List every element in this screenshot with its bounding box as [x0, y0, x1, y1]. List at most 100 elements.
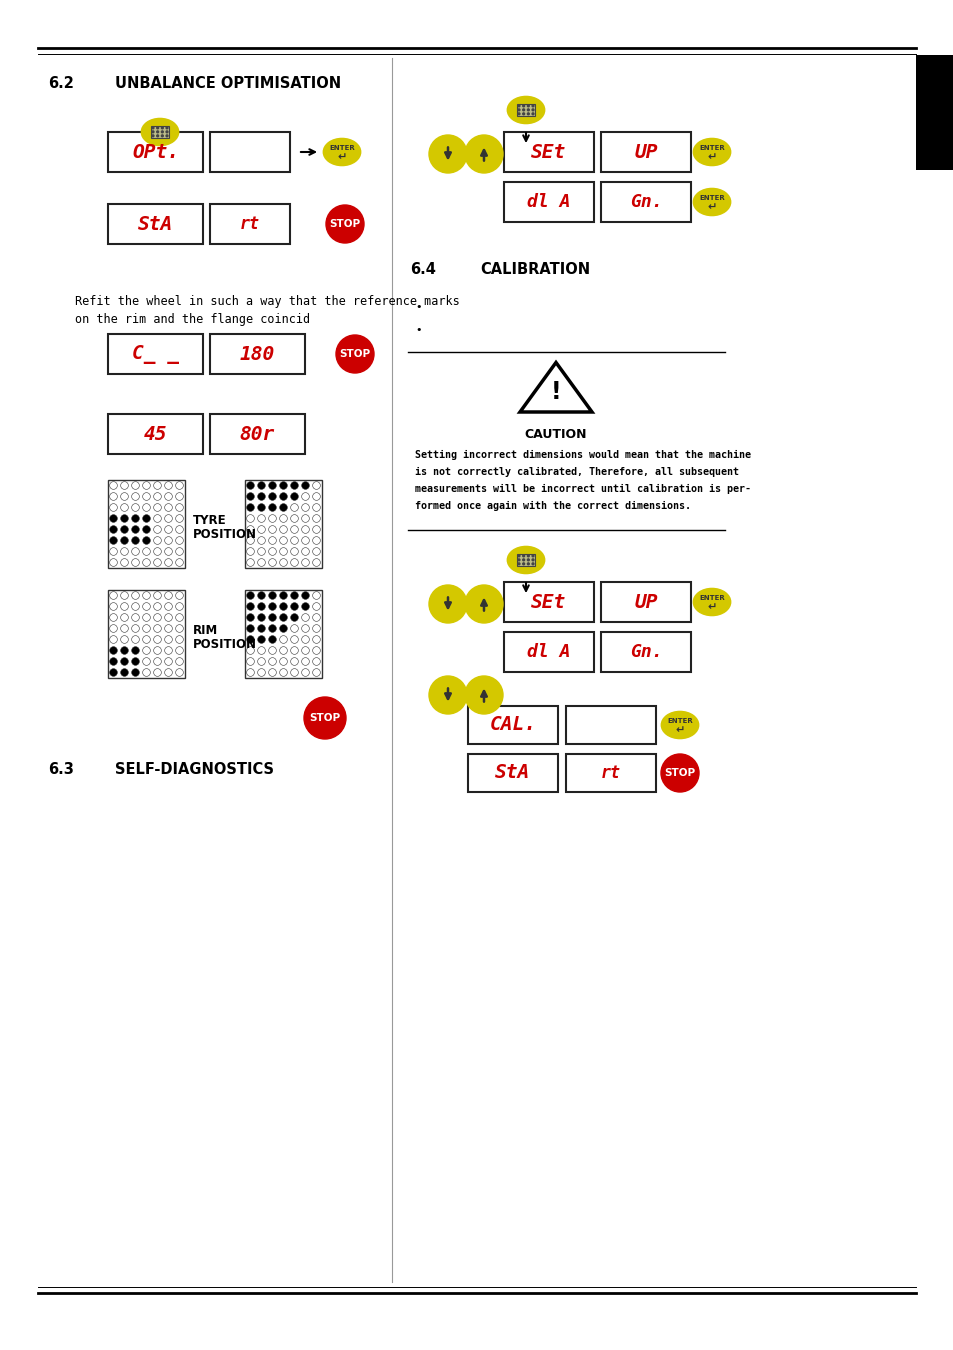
Circle shape	[165, 625, 172, 632]
Circle shape	[132, 625, 139, 632]
Text: SELF-DIAGNOSTICS: SELF-DIAGNOSTICS	[115, 763, 274, 778]
Circle shape	[152, 127, 153, 128]
Circle shape	[110, 514, 117, 522]
Text: CALIBRATION: CALIBRATION	[479, 262, 590, 278]
Circle shape	[279, 625, 287, 632]
FancyBboxPatch shape	[915, 55, 953, 170]
Circle shape	[291, 537, 298, 544]
Circle shape	[301, 559, 309, 567]
Circle shape	[143, 668, 151, 676]
Circle shape	[517, 555, 519, 556]
Circle shape	[291, 482, 298, 489]
FancyBboxPatch shape	[108, 204, 203, 244]
Circle shape	[143, 647, 151, 655]
Circle shape	[153, 559, 161, 567]
Circle shape	[110, 504, 117, 512]
Ellipse shape	[660, 711, 698, 738]
Circle shape	[257, 537, 265, 544]
Ellipse shape	[693, 589, 730, 616]
Circle shape	[247, 602, 254, 610]
FancyBboxPatch shape	[503, 132, 594, 171]
Text: OPt.: OPt.	[132, 143, 179, 162]
Circle shape	[110, 525, 117, 533]
FancyBboxPatch shape	[108, 481, 185, 568]
Circle shape	[335, 335, 374, 373]
Circle shape	[132, 636, 139, 644]
Circle shape	[247, 614, 254, 621]
Circle shape	[269, 614, 276, 621]
Circle shape	[527, 109, 529, 111]
Text: POSITION: POSITION	[193, 528, 256, 540]
Circle shape	[153, 537, 161, 544]
Circle shape	[120, 657, 129, 666]
Circle shape	[269, 559, 276, 567]
Circle shape	[247, 482, 254, 489]
Circle shape	[175, 525, 183, 533]
Circle shape	[291, 636, 298, 644]
Circle shape	[257, 657, 265, 666]
Text: 6.2: 6.2	[48, 77, 73, 92]
Circle shape	[279, 668, 287, 676]
Circle shape	[291, 668, 298, 676]
Circle shape	[269, 514, 276, 522]
Circle shape	[132, 482, 139, 489]
Circle shape	[247, 657, 254, 666]
Circle shape	[110, 657, 117, 666]
Circle shape	[279, 493, 287, 501]
Circle shape	[313, 514, 320, 522]
Circle shape	[291, 647, 298, 655]
Circle shape	[522, 555, 524, 556]
Text: StA: StA	[495, 764, 530, 783]
Circle shape	[161, 131, 163, 132]
FancyBboxPatch shape	[108, 132, 203, 171]
Circle shape	[175, 514, 183, 522]
FancyBboxPatch shape	[151, 126, 170, 139]
Circle shape	[313, 482, 320, 489]
Circle shape	[110, 537, 117, 544]
Circle shape	[291, 657, 298, 666]
Circle shape	[326, 205, 364, 243]
Circle shape	[464, 585, 502, 622]
Circle shape	[110, 602, 117, 610]
Circle shape	[304, 697, 346, 738]
Circle shape	[313, 591, 320, 599]
Text: rt: rt	[600, 764, 620, 782]
Circle shape	[143, 657, 151, 666]
Circle shape	[291, 602, 298, 610]
Text: StA: StA	[138, 215, 172, 234]
Circle shape	[279, 591, 287, 599]
Circle shape	[313, 657, 320, 666]
FancyBboxPatch shape	[517, 104, 535, 116]
Circle shape	[143, 559, 151, 567]
Circle shape	[301, 625, 309, 632]
Text: •: •	[415, 325, 421, 335]
Circle shape	[166, 135, 168, 136]
Circle shape	[120, 537, 129, 544]
Circle shape	[301, 514, 309, 522]
Circle shape	[110, 636, 117, 644]
Circle shape	[175, 668, 183, 676]
Text: SEt: SEt	[531, 143, 566, 162]
Circle shape	[165, 493, 172, 501]
Circle shape	[175, 493, 183, 501]
FancyBboxPatch shape	[468, 706, 558, 744]
Circle shape	[313, 504, 320, 512]
Text: C_ _: C_ _	[132, 344, 179, 363]
Text: !: !	[550, 379, 560, 404]
Circle shape	[257, 525, 265, 533]
Circle shape	[110, 548, 117, 555]
Text: UNBALANCE OPTIMISATION: UNBALANCE OPTIMISATION	[115, 77, 341, 92]
Text: ↵: ↵	[706, 153, 716, 162]
Text: on the rim and the flange coincid: on the rim and the flange coincid	[75, 313, 310, 327]
Text: ↵: ↵	[706, 602, 716, 612]
Circle shape	[301, 636, 309, 644]
FancyBboxPatch shape	[210, 414, 305, 454]
FancyBboxPatch shape	[210, 204, 290, 244]
Circle shape	[313, 636, 320, 644]
Text: Setting incorrect dimensions would mean that the machine: Setting incorrect dimensions would mean …	[415, 450, 750, 460]
Text: TYRE: TYRE	[193, 513, 227, 526]
Text: RIM: RIM	[193, 624, 218, 636]
Circle shape	[301, 647, 309, 655]
Text: dl A: dl A	[527, 193, 570, 211]
Circle shape	[429, 585, 467, 622]
